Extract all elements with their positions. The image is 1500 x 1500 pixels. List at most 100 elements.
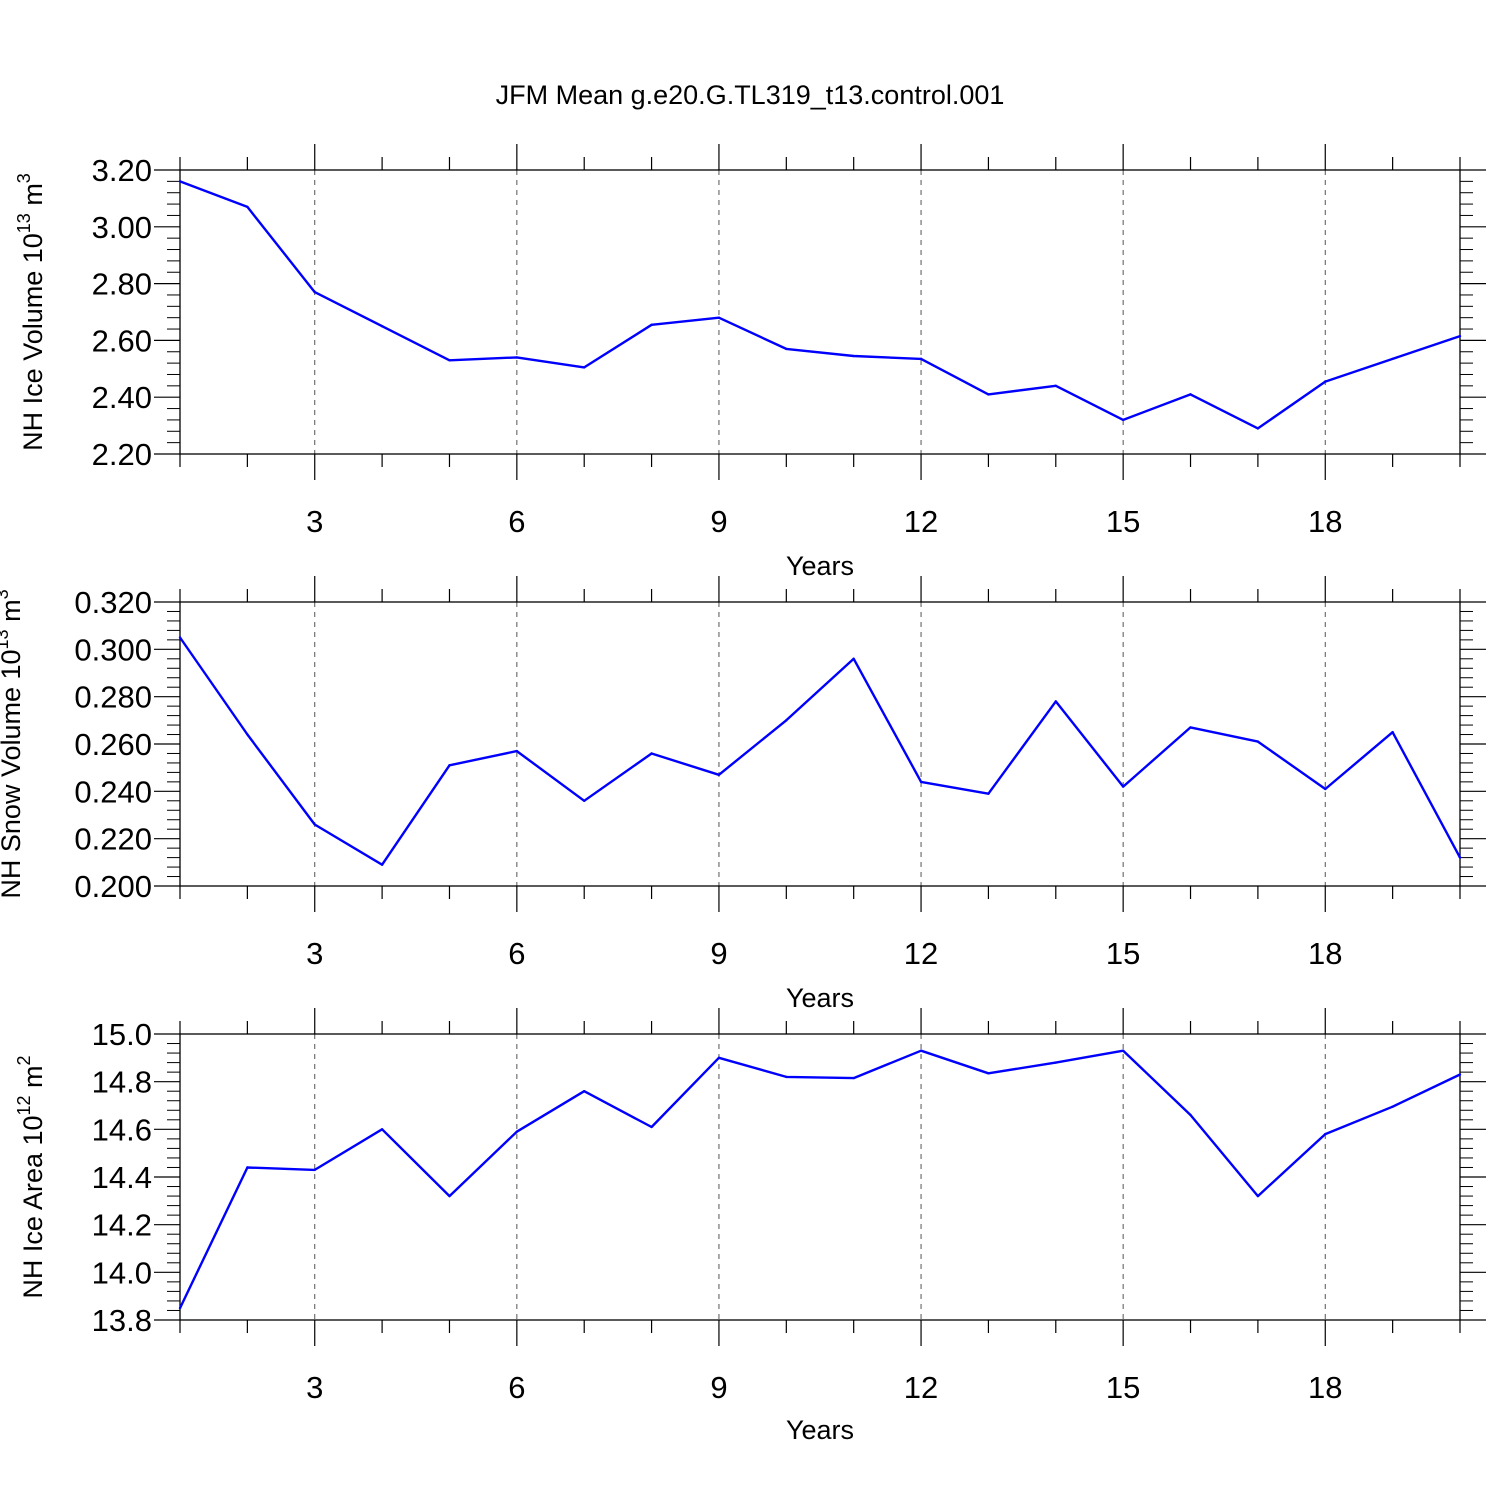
data-point xyxy=(987,1072,990,1075)
data-point xyxy=(852,354,855,358)
data-point xyxy=(852,657,855,660)
chart-panel-3: 3 6 9 12 15 18 13.8 14.0 14.2 14.4 14.6 14.8 15.0 Yea… xyxy=(14,1008,1486,1445)
data-point xyxy=(785,347,788,351)
data-point xyxy=(380,863,384,866)
y-tick-label: 0.220 xyxy=(74,822,152,857)
data-point xyxy=(1458,1073,1462,1076)
data-point xyxy=(583,366,586,369)
y-tick-label: 0.280 xyxy=(74,680,152,715)
x-axis-label: Years xyxy=(786,983,854,1013)
y-tick-label: 3.00 xyxy=(92,210,152,245)
series-line xyxy=(179,636,1462,866)
data-point xyxy=(313,290,316,294)
x-tick-label: 6 xyxy=(508,504,525,539)
data-point xyxy=(919,1049,923,1052)
data-point xyxy=(1121,418,1125,422)
data-point xyxy=(178,1306,182,1310)
y-axis-label: NH Ice Volume 1013 m3 xyxy=(14,173,48,451)
page-title: JFM Mean g.e20.G.TL319_t13.control.001 xyxy=(495,80,1005,110)
data-point xyxy=(785,719,788,722)
y-tick-label: 2.40 xyxy=(92,380,152,415)
data-point xyxy=(583,1090,586,1093)
data-point xyxy=(1121,785,1125,788)
data-point xyxy=(1189,726,1192,729)
y-tick-label: 14.0 xyxy=(92,1255,152,1290)
y-axis-label: NH Ice Area 1012 m2 xyxy=(14,1055,48,1298)
data-point xyxy=(650,323,653,326)
data-point xyxy=(178,636,182,639)
data-point xyxy=(380,325,384,328)
data-point xyxy=(852,1076,855,1080)
y-tick-label: 0.200 xyxy=(74,869,152,904)
x-tick-label: 3 xyxy=(306,504,323,539)
data-point xyxy=(1054,384,1057,388)
y-tick-label: 3.20 xyxy=(92,153,152,188)
y-tick-label: 15.0 xyxy=(92,1017,152,1052)
data-point xyxy=(987,792,990,795)
y-tick-label: 2.60 xyxy=(92,323,152,358)
y-tick-label: 14.8 xyxy=(92,1065,152,1100)
data-point xyxy=(313,823,316,826)
x-tick-label: 6 xyxy=(508,936,525,971)
data-point xyxy=(987,393,990,396)
x-tick-label: 15 xyxy=(1106,1370,1140,1405)
data-point xyxy=(1391,357,1394,361)
y-tick-label: 2.20 xyxy=(92,437,152,472)
data-point xyxy=(717,316,721,319)
y-tick-label: 0.300 xyxy=(74,632,152,667)
x-tick-label: 3 xyxy=(306,1370,323,1405)
series-line xyxy=(179,180,1461,430)
data-point xyxy=(1391,730,1394,734)
data-point xyxy=(448,359,451,362)
y-tick-label: 14.6 xyxy=(92,1112,152,1147)
data-point xyxy=(1054,700,1057,703)
data-point xyxy=(448,1194,451,1198)
data-point xyxy=(1324,787,1327,791)
data-point xyxy=(246,733,249,736)
x-tick-label: 12 xyxy=(904,1370,938,1405)
x-tick-label: 18 xyxy=(1308,936,1342,971)
y-tick-label: 0.260 xyxy=(74,727,152,762)
data-point xyxy=(380,1128,384,1131)
data-point xyxy=(919,780,923,784)
data-point xyxy=(583,799,586,802)
data-point xyxy=(1458,856,1462,859)
x-tick-label: 6 xyxy=(508,1370,525,1405)
x-tick-label: 9 xyxy=(710,504,727,539)
data-point xyxy=(246,1166,249,1169)
data-point xyxy=(1189,393,1192,396)
data-point xyxy=(650,752,653,755)
x-tick-label: 15 xyxy=(1106,504,1140,539)
data-point xyxy=(717,773,721,776)
chart-panel-2: 3 6 9 12 15 18 0.200 0.220 0.240 0.260 0.280 0.300 0… xyxy=(0,576,1486,1013)
data-point xyxy=(1256,740,1260,743)
data-point xyxy=(313,1168,316,1172)
chart-panel-1: 3 6 9 12 15 18 2.20 2.40 2.60 2.80 3.00 3.20 Years NH… xyxy=(14,144,1486,581)
x-tick-label: 18 xyxy=(1308,1370,1342,1405)
data-point xyxy=(178,180,182,183)
y-tick-label: 13.8 xyxy=(92,1303,152,1338)
data-point xyxy=(1256,427,1260,430)
x-axis-label: Years xyxy=(786,551,854,581)
data-point xyxy=(1324,1132,1327,1136)
x-tick-label: 12 xyxy=(904,504,938,539)
data-point xyxy=(1391,1105,1394,1108)
y-tick-label: 0.320 xyxy=(74,585,152,620)
x-tick-label: 9 xyxy=(710,936,727,971)
data-point xyxy=(1256,1194,1260,1198)
data-point xyxy=(246,205,249,209)
data-point xyxy=(717,1056,721,1060)
x-tick-label: 12 xyxy=(904,936,938,971)
data-point xyxy=(919,357,923,361)
data-point xyxy=(1054,1061,1057,1064)
y-tick-label: 2.80 xyxy=(92,267,152,302)
data-point xyxy=(515,356,519,359)
x-axis-label: Years xyxy=(786,1415,854,1445)
plot-frame xyxy=(179,169,1461,455)
x-tick-label: 15 xyxy=(1106,936,1140,971)
y-tick-label: 0.240 xyxy=(74,774,152,809)
y-tick-label: 14.2 xyxy=(92,1208,152,1243)
data-point xyxy=(1121,1049,1125,1052)
y-axis-label: NH Snow Volume 1013 m3 xyxy=(0,589,26,898)
